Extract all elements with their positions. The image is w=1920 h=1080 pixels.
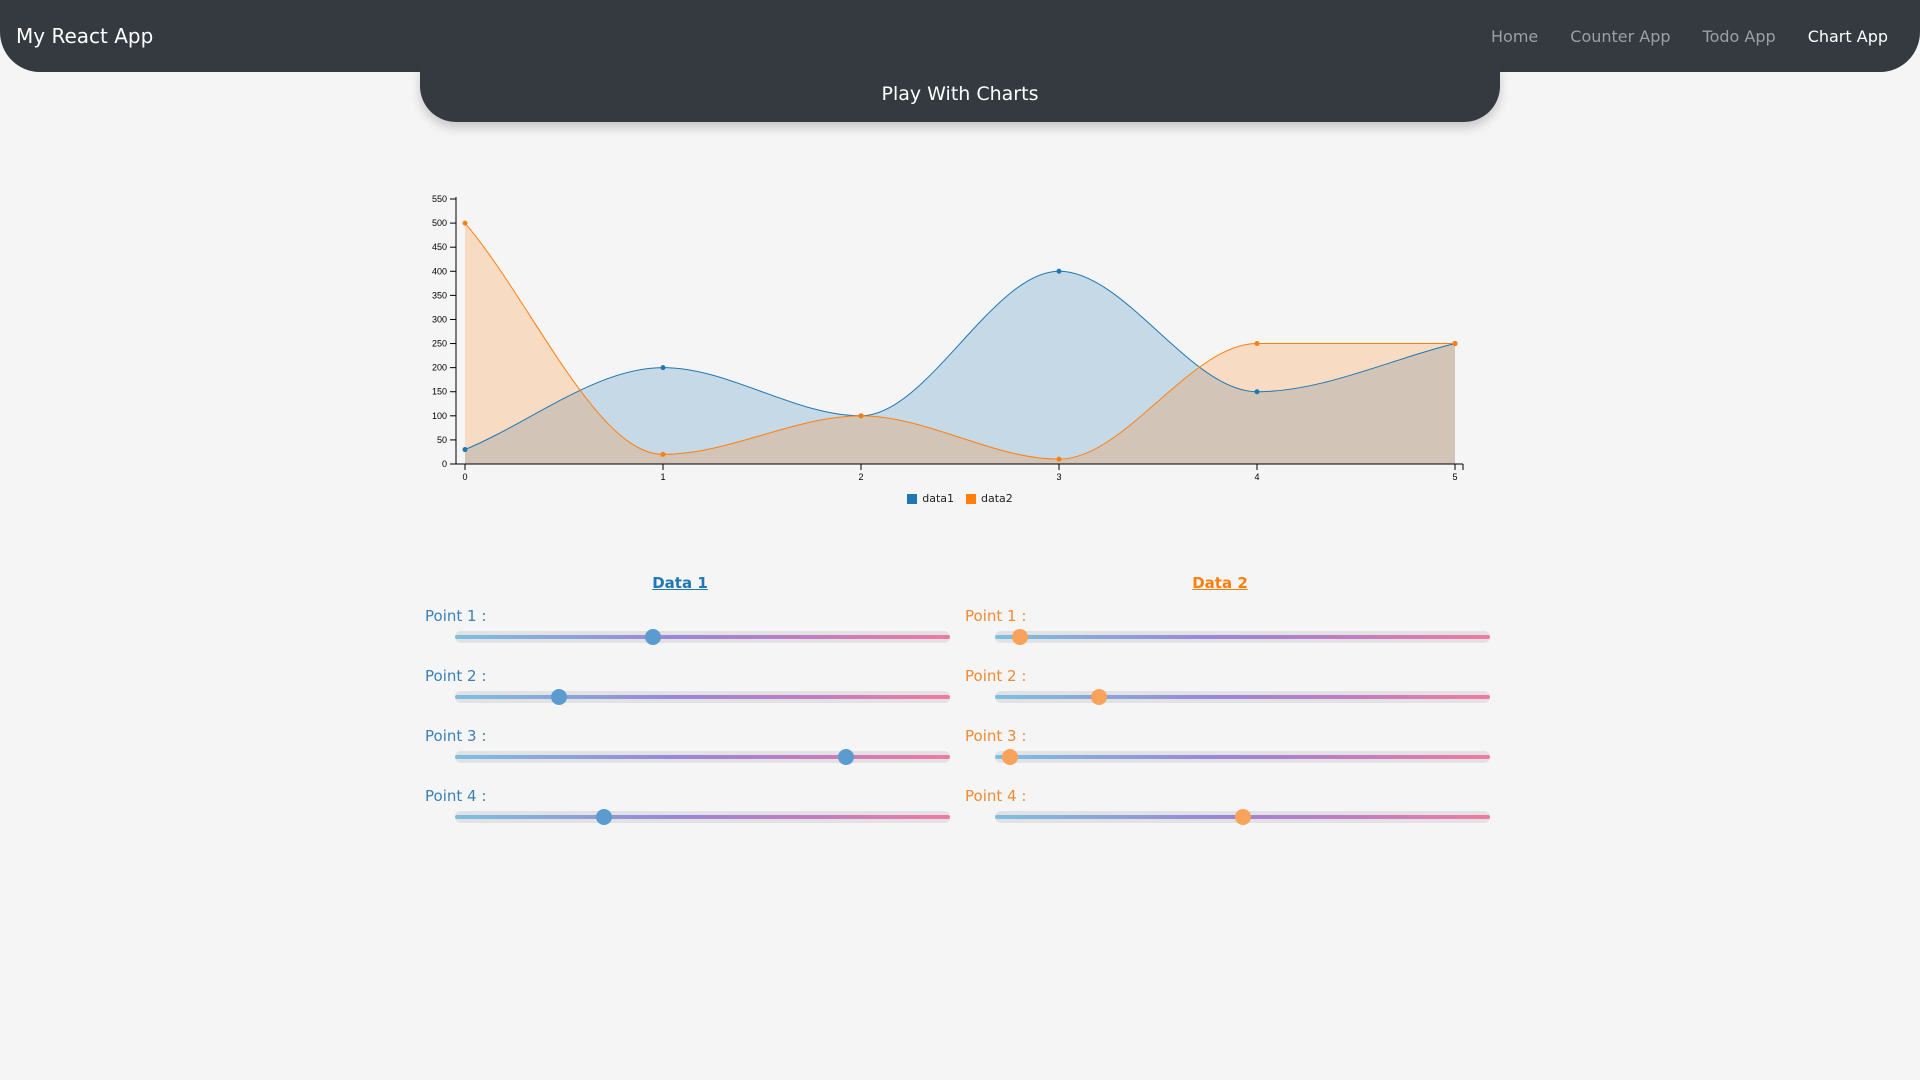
slider-track-fill bbox=[455, 815, 950, 819]
area-chart: 0 50 100 150 200 250 300 350 400 450 500 550 0 1 2 3 4 5 bbox=[432, 194, 1464, 482]
data1-point-3-row: Point 3 : bbox=[420, 727, 950, 777]
data2-point-2-slider[interactable] bbox=[995, 689, 1490, 705]
data1-point-4-label: Point 4 : bbox=[425, 787, 487, 805]
y-tick-label-500: 500 bbox=[432, 218, 447, 228]
legend-swatch-data1 bbox=[907, 493, 918, 504]
data2-point-4-slider[interactable] bbox=[995, 809, 1490, 825]
y-tick-label-0: 0 bbox=[442, 459, 447, 469]
data1-point-4-slider-thumb[interactable] bbox=[595, 809, 612, 825]
y-tick-label-50: 50 bbox=[437, 435, 447, 445]
brand-title[interactable]: My React App bbox=[16, 24, 154, 48]
data1-controls: Data 1 Point 1 : Point 2 : Point 3 : Point … bbox=[420, 572, 950, 872]
nav-links: Home Counter App Todo App Chart App bbox=[1491, 27, 1888, 46]
page-header: Play With Charts bbox=[420, 66, 1500, 122]
data1-point-4-slider[interactable] bbox=[455, 809, 950, 825]
y-tick-label-150: 150 bbox=[432, 387, 447, 397]
data2-point-5 bbox=[1452, 341, 1458, 347]
data1-point-3-slider[interactable] bbox=[455, 749, 950, 765]
data1-point-3-label: Point 3 : bbox=[425, 727, 487, 745]
data1-line bbox=[464, 270, 1456, 451]
data1-point-1-slider-thumb[interactable] bbox=[645, 629, 661, 645]
legend-label-data1: data1 bbox=[922, 492, 954, 505]
data1-point-2-row: Point 2 : bbox=[420, 667, 950, 717]
y-tick-label-300: 300 bbox=[432, 314, 447, 324]
y-tick-label-200: 200 bbox=[432, 363, 447, 373]
data2-point-2-slider-thumb[interactable] bbox=[1090, 689, 1107, 705]
x-tick-label-1: 1 bbox=[660, 472, 665, 482]
data1-point-2-slider-thumb[interactable] bbox=[550, 689, 567, 705]
data2-point-1-slider[interactable] bbox=[995, 629, 1490, 645]
data1-point-2-label: Point 2 : bbox=[425, 667, 487, 685]
x-tick-label-0: 0 bbox=[462, 472, 467, 482]
data1-point-3 bbox=[1056, 268, 1062, 274]
slider-track-fill bbox=[455, 695, 950, 699]
legend-swatch-data2 bbox=[966, 493, 976, 504]
legend-item-data1[interactable]: data1 bbox=[907, 492, 954, 505]
y-tick-label-100: 100 bbox=[432, 411, 447, 421]
y-tick-label-400: 400 bbox=[432, 266, 447, 276]
x-tick-label-4: 4 bbox=[1254, 472, 1259, 482]
nav-link-counter-app[interactable]: Counter App bbox=[1570, 26, 1671, 46]
y-tick-label-350: 350 bbox=[432, 290, 447, 300]
data2-point-4 bbox=[1254, 341, 1260, 347]
data1-point-1-row: Point 1 : bbox=[420, 607, 950, 657]
data2-point-1-row: Point 1 : bbox=[960, 607, 1490, 657]
data2-point-2-label: Point 2 : bbox=[965, 667, 1027, 685]
data1-point-2-slider[interactable] bbox=[455, 689, 950, 705]
slider-controls: Data 1 Point 1 : Point 2 : Point 3 : Point … bbox=[420, 572, 1500, 872]
data2-area bbox=[465, 223, 1455, 464]
data2-point-4-label: Point 4 : bbox=[965, 787, 1027, 805]
y-tick-label-450: 450 bbox=[432, 242, 447, 252]
data1-point-1-label: Point 1 : bbox=[425, 607, 487, 625]
y-tick-label-550: 550 bbox=[432, 194, 447, 204]
data2-point-0 bbox=[462, 220, 468, 226]
slider-track-fill bbox=[995, 635, 1490, 639]
chart-container: 0 50 100 150 200 250 300 350 400 450 500 550 0 1 2 3 4 5 … bbox=[420, 180, 1500, 520]
legend-label-data2: data2 bbox=[981, 492, 1013, 505]
data1-title: Data 1 bbox=[652, 574, 708, 592]
data2-controls: Data 2 Point 1 : Point 2 : Point 3 : Point … bbox=[960, 572, 1490, 872]
data2-point-3 bbox=[1056, 456, 1062, 462]
nav-link-chart-app[interactable]: Chart App bbox=[1807, 26, 1888, 46]
data1-point-3-slider-thumb[interactable] bbox=[838, 749, 855, 765]
data2-line bbox=[464, 222, 1455, 460]
y-tick-label-250: 250 bbox=[432, 339, 447, 349]
slider-track-fill bbox=[455, 635, 950, 639]
data2-point-1-slider-thumb[interactable] bbox=[1011, 629, 1028, 645]
data2-point-2-row: Point 2 : bbox=[960, 667, 1490, 717]
slider-track-fill bbox=[995, 755, 1490, 759]
legend-item-data2[interactable]: data2 bbox=[966, 492, 1013, 505]
data2-point-3-label: Point 3 : bbox=[965, 727, 1027, 745]
data2-point-1-label: Point 1 : bbox=[965, 607, 1027, 625]
data2-point-3-slider[interactable] bbox=[995, 749, 1490, 765]
x-tick-label-5: 5 bbox=[1452, 472, 1457, 482]
data2-point-3-row: Point 3 : bbox=[960, 727, 1490, 777]
data2-point-4-slider-thumb[interactable] bbox=[1234, 809, 1251, 825]
data2-title: Data 2 bbox=[1192, 574, 1248, 592]
data1-point-0 bbox=[462, 447, 468, 453]
page-title: Play With Charts bbox=[881, 83, 1039, 105]
data2-point-4-row: Point 4 : bbox=[960, 787, 1490, 837]
slider-track-fill bbox=[455, 755, 950, 759]
data1-point-1 bbox=[660, 365, 666, 371]
data1-point-4 bbox=[1254, 389, 1260, 395]
data2-point-2 bbox=[858, 413, 864, 419]
navbar: My React App Home Counter App Todo App C… bbox=[0, 0, 1920, 72]
data2-point-3-slider-thumb[interactable] bbox=[1001, 749, 1018, 765]
nav-link-home[interactable]: Home bbox=[1491, 26, 1539, 46]
data2-point-1 bbox=[660, 451, 666, 457]
x-tick-label-2: 2 bbox=[858, 472, 863, 482]
x-tick-label-3: 3 bbox=[1056, 472, 1061, 482]
chart-legend: data1 data2 bbox=[420, 492, 1500, 505]
slider-track-fill bbox=[995, 695, 1490, 699]
data1-point-1-slider[interactable] bbox=[455, 629, 950, 645]
data1-point-4-row: Point 4 : bbox=[420, 787, 950, 837]
nav-link-todo-app[interactable]: Todo App bbox=[1702, 26, 1776, 46]
data1-area bbox=[465, 271, 1455, 464]
